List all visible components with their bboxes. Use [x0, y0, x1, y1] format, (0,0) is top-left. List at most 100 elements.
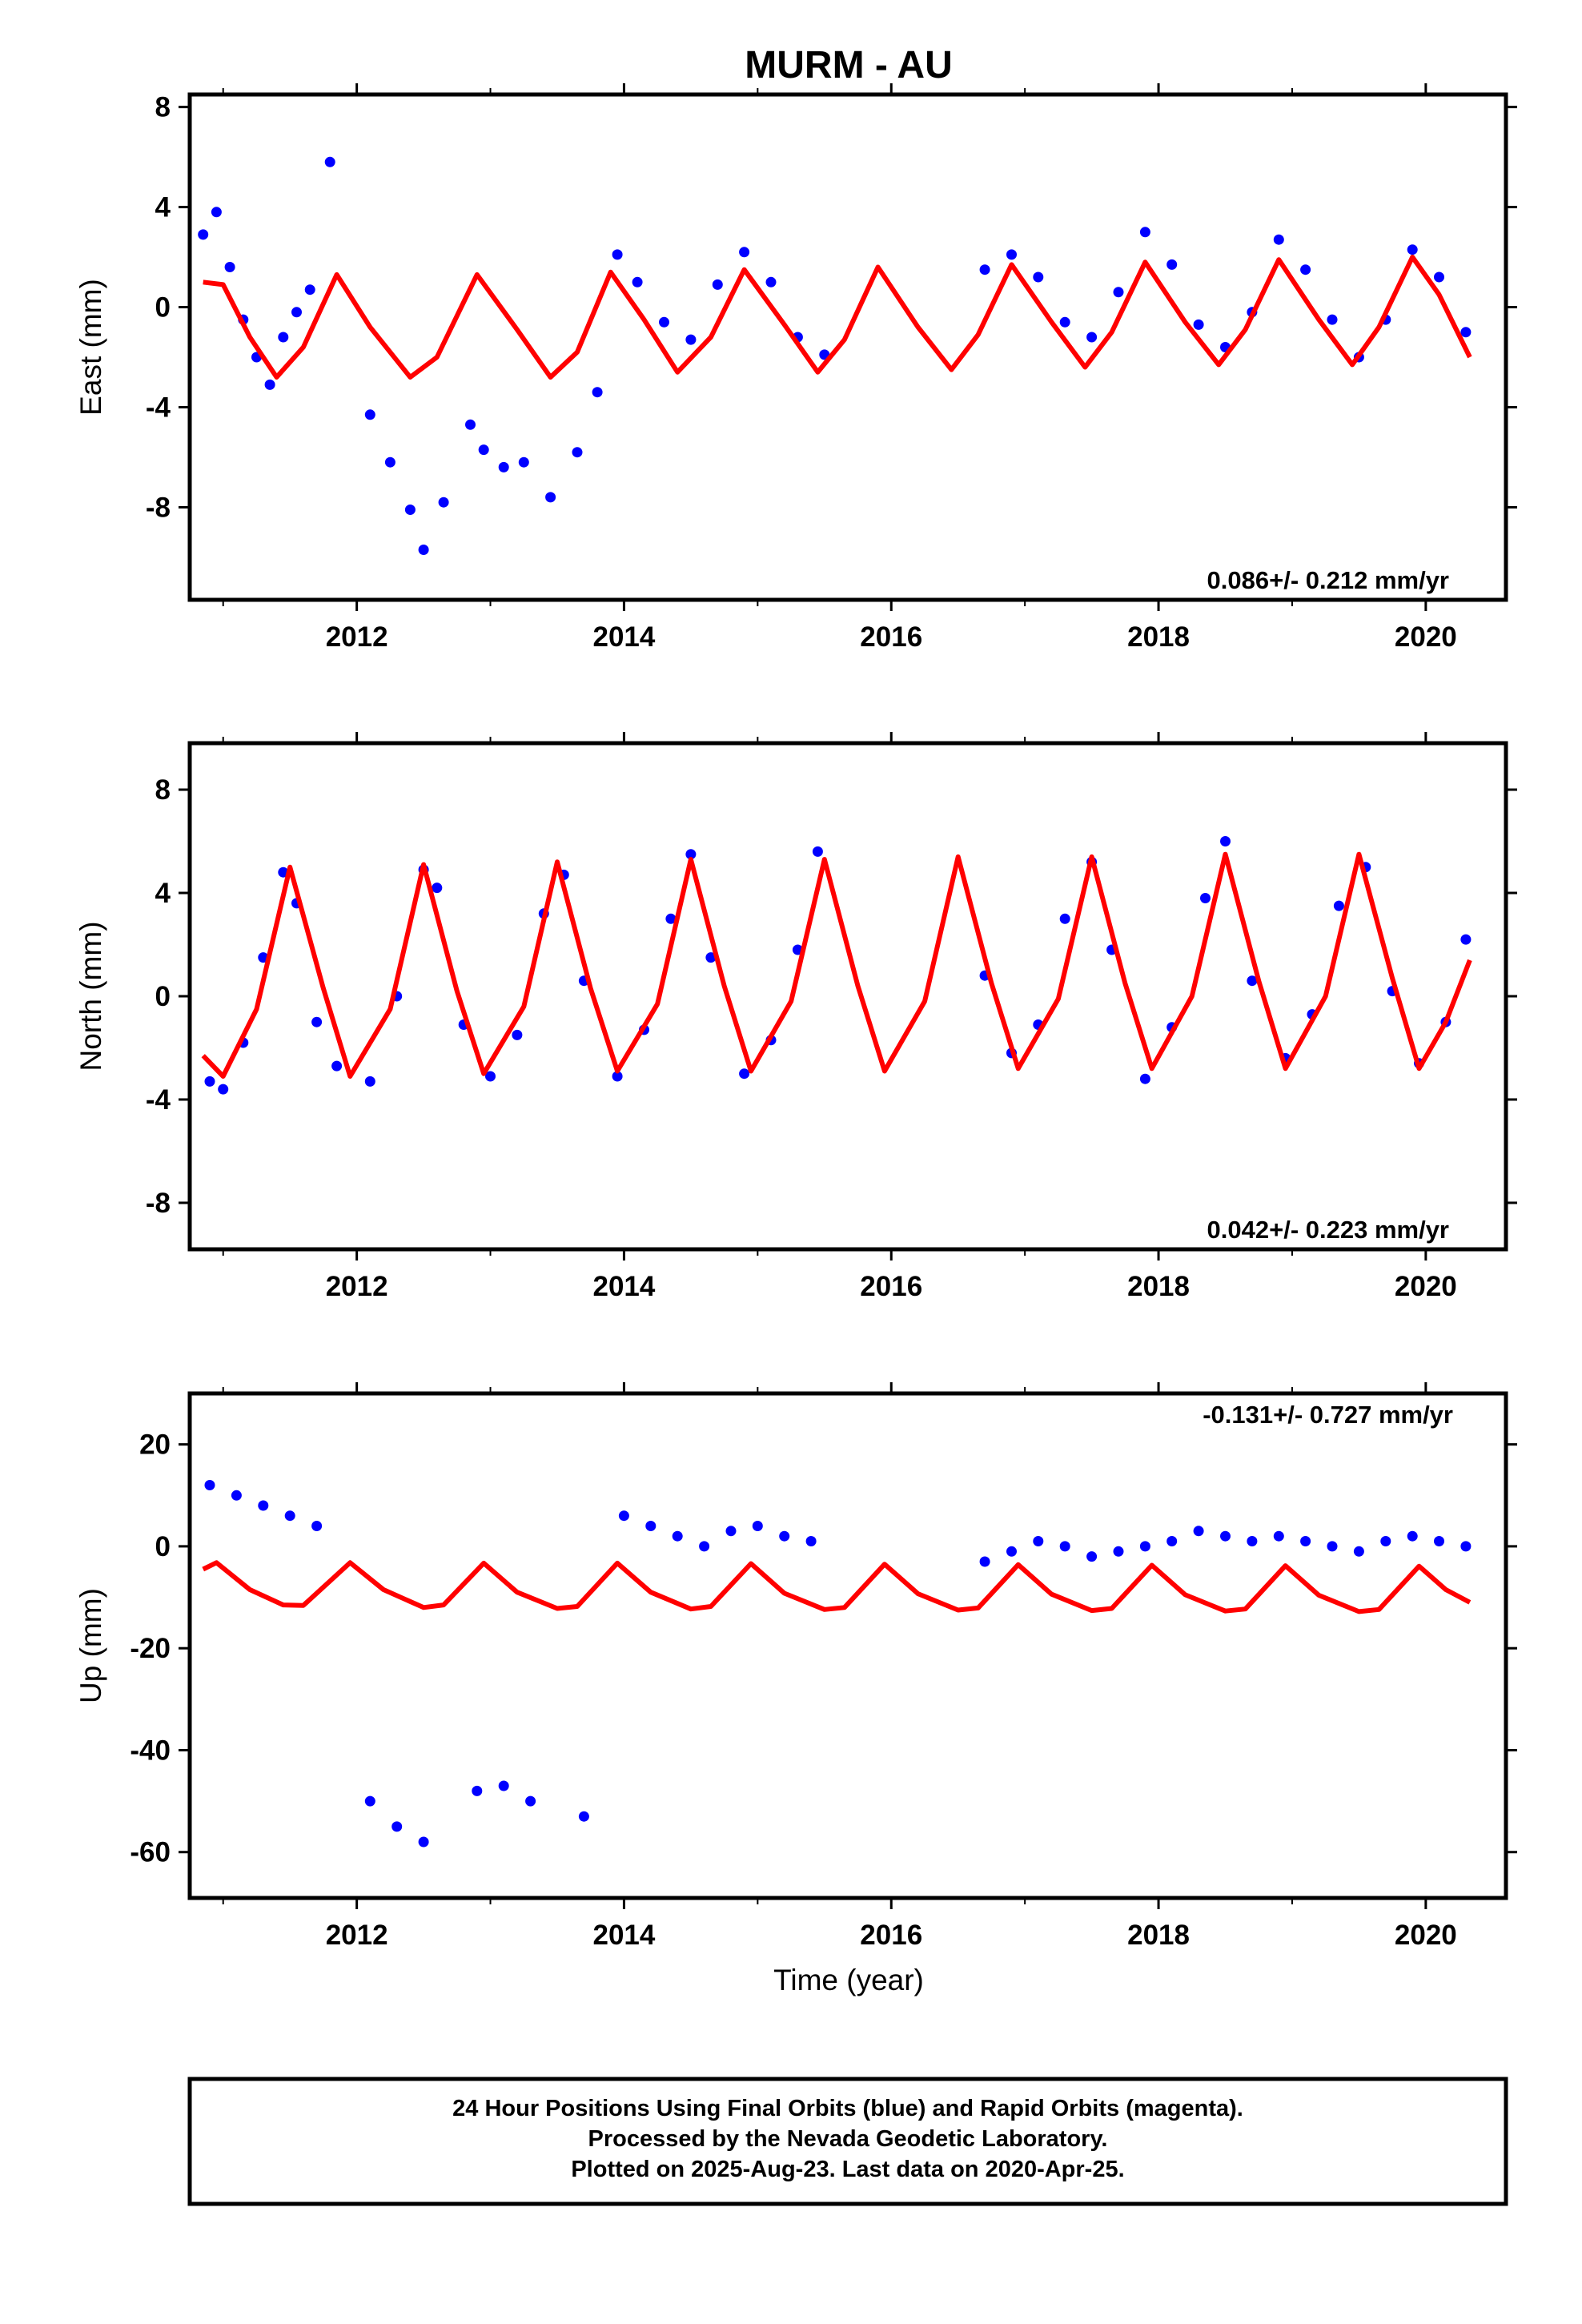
up-y-axis-label: Up (mm): [74, 1588, 107, 1703]
east-data-point: [685, 334, 697, 345]
east-data-point: [765, 276, 777, 287]
east-data-point: [1327, 314, 1338, 325]
up-data-point: [311, 1521, 323, 1531]
up-y-tick-label: -60: [130, 1837, 171, 1868]
east-data-point: [1033, 271, 1044, 283]
up-data-point: [1273, 1530, 1284, 1542]
east-y-tick-label: -8: [146, 492, 171, 523]
north-x-tick-label: 2014: [592, 1271, 655, 1302]
up-data-point: [1006, 1546, 1017, 1557]
up-data-point: [204, 1480, 215, 1490]
up-data-point: [1300, 1536, 1311, 1546]
east-data-point: [739, 247, 750, 258]
east-data-point: [1139, 227, 1150, 238]
north-data-point: [739, 1068, 750, 1080]
north-x-tick-label: 2016: [860, 1271, 922, 1302]
east-rate-label: 0.086+/- 0.212 mm/yr: [1207, 566, 1449, 594]
up-data-point: [1166, 1536, 1178, 1546]
east-data-point: [404, 505, 416, 515]
east-y-axis-label: East (mm): [74, 279, 107, 416]
east-plot-frame: [187, 92, 1508, 602]
east-x-tick-label: 2020: [1395, 621, 1457, 653]
east-data-point: [1300, 264, 1311, 275]
up-data-point: [418, 1836, 429, 1848]
chart-title: MURM - AU: [745, 44, 953, 86]
north-data-point: [204, 1076, 215, 1087]
east-data-point: [659, 316, 669, 328]
north-data-point: [1247, 975, 1258, 987]
north-panel: 2012 2014 2016 2018 2020 -8 -4 0 4 8 North (mm) 0.0…: [74, 732, 1517, 1302]
east-data-point: [418, 545, 429, 555]
up-y-tick-label: 0: [155, 1531, 171, 1562]
up-data-point: [699, 1541, 710, 1552]
north-fit-line: [201, 851, 1472, 1079]
up-data-point: [578, 1811, 589, 1822]
east-data-point: [1407, 244, 1418, 255]
up-data-point: [525, 1795, 536, 1807]
north-y-tick-label: -8: [146, 1188, 171, 1219]
up-y-tick-label: -40: [130, 1735, 171, 1766]
up-y-tick-label: 20: [139, 1429, 171, 1461]
north-x-tick-label: 2012: [326, 1271, 388, 1302]
east-data-point: [198, 229, 209, 240]
north-rate-label: 0.042+/- 0.223 mm/yr: [1207, 1216, 1449, 1244]
north-x-tick-label: 2018: [1127, 1271, 1190, 1302]
north-data-point: [1139, 1073, 1150, 1084]
north-data-point: [612, 1071, 623, 1082]
north-data-point: [1200, 893, 1211, 903]
north-y-tick-label: 8: [155, 774, 171, 806]
north-y-axis-label: North (mm): [74, 921, 107, 1071]
caption-box: 24 Hour Positions Using Final Orbits (bl…: [187, 2077, 1508, 2206]
up-data-point: [779, 1530, 790, 1542]
east-data-point: [712, 279, 723, 290]
east-data-point: [632, 276, 643, 287]
up-x-tick-label: 2014: [592, 1920, 655, 1951]
north-plot-frame: [187, 741, 1508, 1252]
caption-frame: [187, 2077, 1508, 2206]
up-data-point: [258, 1500, 269, 1511]
north-y-tick-label: -4: [146, 1084, 171, 1116]
east-data-point: [518, 456, 529, 468]
up-data-point: [231, 1490, 242, 1501]
up-data-point: [1380, 1536, 1391, 1546]
east-data-point: [612, 249, 623, 260]
east-data-point: [1086, 332, 1098, 343]
north-y-tick-label: 4: [155, 878, 171, 909]
east-data-point: [384, 456, 396, 468]
east-x-tick-label: 2018: [1127, 621, 1190, 653]
north-data-point: [1059, 913, 1070, 924]
east-y-tick-label: 4: [155, 192, 171, 223]
east-data-point: [498, 461, 509, 472]
north-data-point: [364, 1076, 375, 1087]
up-data-point: [1139, 1541, 1150, 1552]
up-data-point: [752, 1521, 763, 1531]
east-x-tick-label: 2012: [326, 621, 388, 653]
up-data-point: [645, 1521, 656, 1531]
up-data-point: [284, 1510, 295, 1522]
up-data-point: [364, 1795, 375, 1807]
up-data-point: [472, 1785, 483, 1796]
east-x-tick-label: 2016: [860, 621, 922, 653]
east-data-point: [465, 419, 476, 430]
north-data-point: [218, 1084, 229, 1095]
north-data-point: [812, 846, 823, 857]
east-fit-line: [203, 255, 1472, 380]
east-panel: 2012 2014 2016 2018 2020 -8 -4 0 4 8 East (mm) 0.08…: [74, 83, 1517, 653]
north-data-point: [665, 913, 677, 924]
east-data-point: [1059, 316, 1070, 328]
east-data-point: [1006, 249, 1017, 260]
up-data-point: [979, 1556, 990, 1567]
up-data-point: [725, 1526, 737, 1537]
north-data-point: [512, 1029, 523, 1040]
up-data-point: [1327, 1541, 1338, 1552]
up-data-point: [1220, 1530, 1231, 1542]
east-data-point: [1193, 319, 1204, 330]
up-x-tick-label: 2018: [1127, 1920, 1190, 1951]
north-data-point: [331, 1060, 343, 1072]
up-data-point: [1407, 1530, 1418, 1542]
east-data-point: [592, 387, 603, 398]
up-x-tick-label: 2020: [1395, 1920, 1457, 1951]
up-data-point: [1247, 1536, 1258, 1546]
east-data-point: [572, 447, 583, 458]
